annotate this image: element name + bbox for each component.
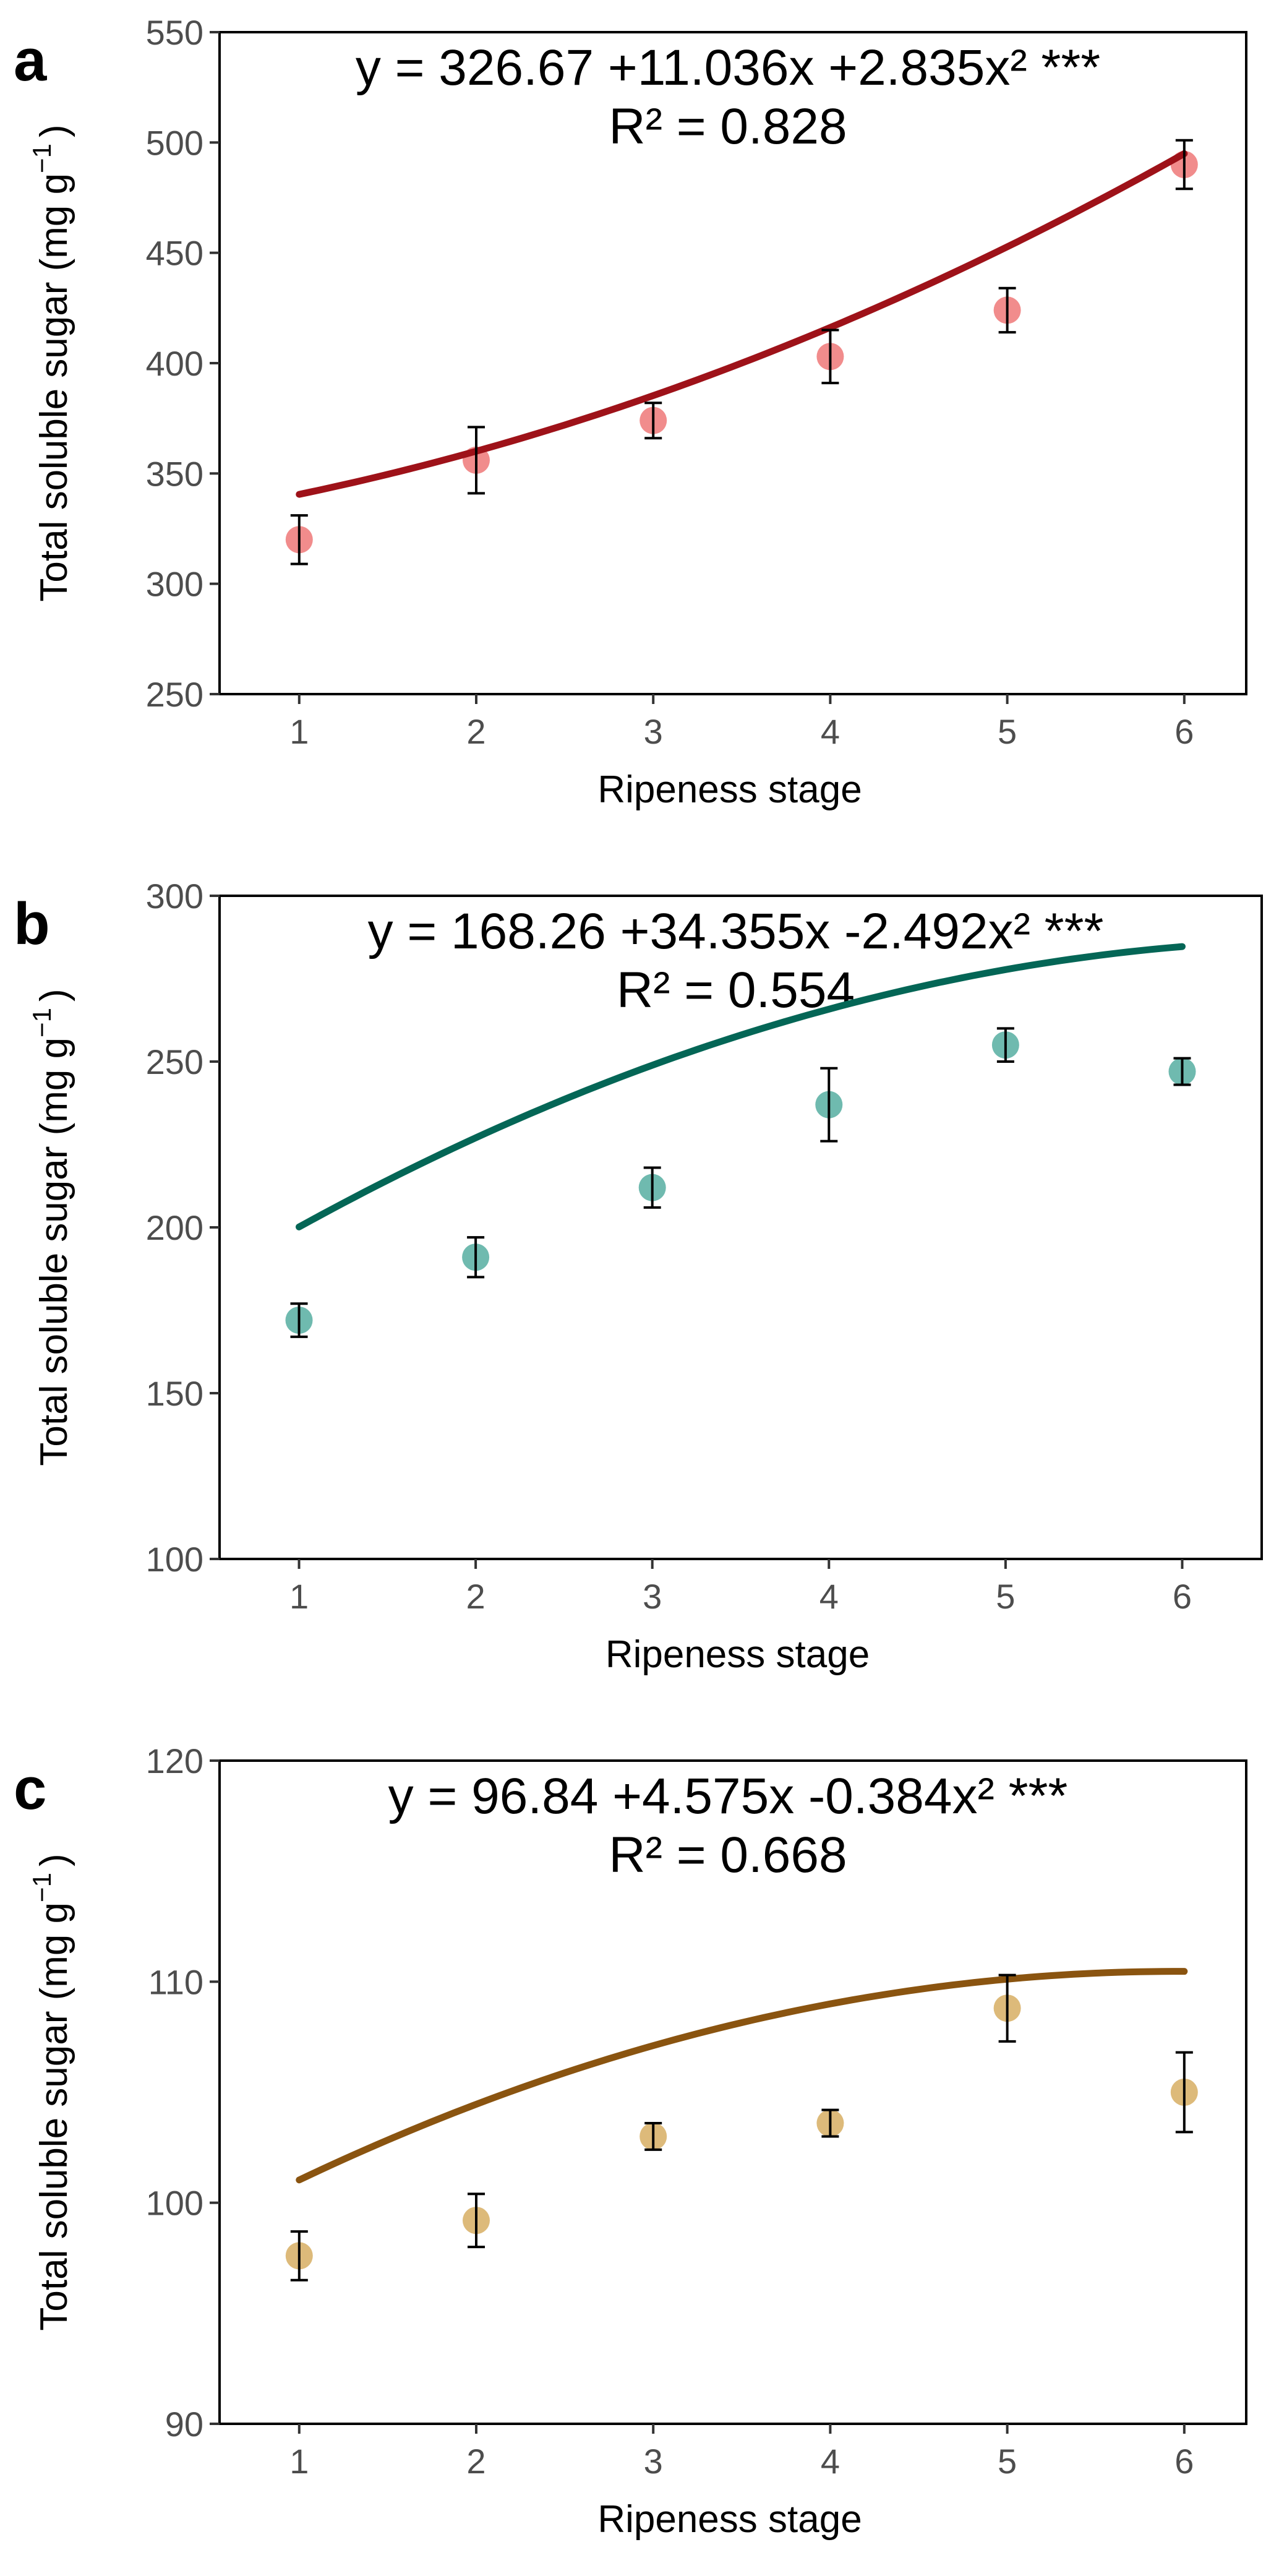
error-bar	[644, 401, 662, 440]
y-tick-label: 150	[146, 1374, 203, 1413]
error-bar	[1175, 2051, 1193, 2134]
plot-frame	[218, 1759, 1247, 2425]
y-axis-title: Total soluble sugar (mg g−1)	[27, 989, 75, 1466]
y-tick-label: 300	[146, 877, 203, 916]
panel-letter: c	[14, 1756, 46, 1822]
x-tick-label: 3	[644, 2442, 663, 2481]
y-axis-title-close: )	[33, 1853, 75, 1866]
y-axis-title-superscript: −1	[27, 1873, 56, 1902]
x-tick-label: 2	[466, 1577, 486, 1616]
fit-curve	[296, 150, 1188, 498]
y-tick-label: 100	[146, 2184, 203, 2223]
error-bar	[998, 286, 1016, 334]
panel-b: 100 150 200 250 300 1 2 3 4 5 6 Ripeness stage Total…	[14, 877, 1263, 1676]
fit-equation: y = 168.26 +34.355x -2.492x² ***	[368, 903, 1104, 960]
y-axis-title-superscript: −1	[27, 144, 56, 173]
y-tick-label: 500	[146, 123, 203, 162]
error-bar	[467, 1236, 485, 1279]
y-tick-label: 120	[146, 1741, 203, 1780]
y-tick-label: 300	[146, 565, 203, 604]
y-axis-title-main: Total soluble sugar (mg g	[33, 1902, 75, 2331]
x-tick-label: 4	[821, 712, 840, 751]
error-bar	[468, 426, 485, 495]
x-axis-title: Ripeness stage	[597, 768, 862, 811]
panel-letter: a	[14, 27, 47, 93]
y-axis-title-superscript: −1	[27, 1008, 56, 1037]
x-tick-label: 3	[643, 1577, 662, 1616]
error-bar	[643, 1166, 661, 1209]
error-bar	[290, 2230, 308, 2282]
x-tick-label: 5	[996, 1577, 1015, 1616]
fit-curve	[296, 943, 1186, 1230]
error-bar	[1175, 139, 1193, 191]
error-bar	[996, 1027, 1014, 1063]
y-tick-label: 100	[146, 1540, 203, 1579]
x-tick-label: 6	[1174, 712, 1194, 751]
x-axis-title: Ripeness stage	[597, 2498, 862, 2541]
error-bar	[1173, 1057, 1191, 1086]
x-tick-label: 2	[466, 2442, 486, 2481]
y-axis-title-main: Total soluble sugar (mg g	[33, 173, 75, 602]
error-bar	[821, 2108, 839, 2138]
fit-equation: y = 326.67 +11.036x +2.835x² ***	[356, 40, 1100, 96]
error-bar	[644, 2122, 662, 2151]
panel-c: 90 100 110 120 1 2 3 4 5 6 Ripeness stage Total sol…	[14, 1741, 1247, 2541]
y-tick-label: 200	[146, 1208, 203, 1247]
fit-r-squared: R² = 0.554	[617, 962, 855, 1018]
fit-equation: y = 96.84 +4.575x -0.384x² ***	[388, 1768, 1068, 1824]
x-tick-label: 5	[998, 712, 1017, 751]
fit-r-squared: R² = 0.828	[609, 98, 847, 155]
error-bar	[998, 1973, 1016, 2043]
x-tick-label: 4	[821, 2442, 840, 2481]
y-tick-label: 90	[165, 2405, 203, 2444]
error-bar	[821, 328, 839, 385]
x-tick-label: 3	[644, 712, 663, 751]
y-axis-title-close: )	[33, 124, 75, 137]
y-tick-label: 250	[146, 675, 203, 714]
y-tick-label: 550	[146, 13, 203, 52]
panel-a: 250 300 350 400 450 500 550 1 2 3 4 5 6 Ripeness stag…	[14, 13, 1247, 811]
x-tick-label: 1	[289, 712, 309, 751]
fit-r-squared: R² = 0.668	[609, 1827, 847, 1883]
fit-curve	[296, 1968, 1188, 2184]
x-tick-label: 1	[289, 2442, 309, 2481]
y-axis-title: Total soluble sugar (mg g−1)	[27, 124, 75, 601]
x-tick-label: 2	[466, 712, 486, 751]
x-tick-label: 1	[289, 1577, 309, 1616]
error-bar	[820, 1067, 838, 1143]
y-axis-title-close: )	[33, 989, 75, 1002]
error-bar	[290, 514, 308, 565]
x-tick-label: 6	[1173, 1577, 1192, 1616]
y-tick-label: 250	[146, 1042, 203, 1081]
x-tick-label: 4	[819, 1577, 839, 1616]
y-tick-label: 400	[146, 344, 203, 383]
y-tick-label: 450	[146, 234, 203, 273]
panel-letter: b	[14, 891, 50, 957]
y-tick-label: 110	[148, 1962, 203, 2001]
x-tick-label: 5	[998, 2442, 1017, 2481]
x-tick-label: 6	[1174, 2442, 1194, 2481]
y-axis-title: Total soluble sugar (mg g−1)	[27, 1853, 75, 2330]
y-tick-label: 350	[146, 454, 203, 493]
x-axis-title: Ripeness stage	[605, 1633, 870, 1676]
error-bar	[468, 2192, 485, 2249]
y-axis-title-main: Total soluble sugar (mg g	[33, 1037, 75, 1466]
error-bar	[290, 1302, 308, 1338]
